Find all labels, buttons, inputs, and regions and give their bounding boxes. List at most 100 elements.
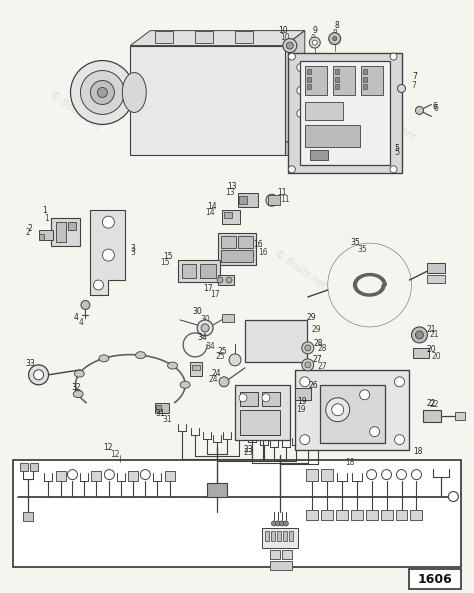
Bar: [55, 222, 65, 242]
Text: 22: 22: [429, 400, 439, 409]
Circle shape: [416, 331, 423, 339]
Bar: [336, 511, 347, 521]
Bar: [19, 463, 27, 471]
Bar: [240, 410, 280, 435]
Circle shape: [300, 377, 310, 387]
Text: 6: 6: [433, 104, 438, 113]
Bar: [305, 125, 360, 147]
Circle shape: [305, 362, 311, 368]
Bar: [410, 511, 422, 521]
Text: 5: 5: [394, 148, 400, 157]
Bar: [363, 84, 366, 90]
Circle shape: [91, 81, 114, 104]
Text: 8: 8: [334, 21, 339, 30]
Bar: [218, 233, 256, 265]
Text: 29: 29: [312, 325, 321, 334]
Bar: [277, 531, 281, 541]
Bar: [155, 403, 169, 413]
Text: 12: 12: [104, 443, 113, 452]
Circle shape: [366, 470, 376, 480]
Bar: [38, 230, 53, 240]
Bar: [221, 250, 253, 262]
Bar: [38, 234, 44, 240]
Bar: [351, 511, 363, 521]
Bar: [288, 53, 401, 173]
Bar: [270, 550, 280, 559]
Polygon shape: [91, 210, 125, 295]
Bar: [190, 362, 202, 376]
Text: 14: 14: [205, 208, 215, 217]
Bar: [218, 275, 234, 285]
Text: 7: 7: [412, 72, 417, 81]
Text: 32: 32: [72, 383, 81, 393]
Text: 11: 11: [277, 188, 287, 197]
Bar: [300, 60, 390, 165]
Bar: [29, 463, 37, 471]
Text: 5: 5: [394, 144, 399, 153]
Bar: [182, 264, 196, 278]
Text: © Boats.net: © Boats.net: [362, 99, 417, 142]
Ellipse shape: [99, 355, 109, 362]
Text: 34: 34: [205, 342, 215, 351]
Text: 4: 4: [74, 314, 79, 323]
Text: 8: 8: [332, 28, 337, 37]
Text: 33: 33: [26, 359, 36, 368]
Bar: [262, 528, 298, 549]
Bar: [221, 236, 236, 248]
Polygon shape: [130, 31, 305, 46]
Bar: [268, 195, 280, 205]
Bar: [69, 222, 76, 230]
Circle shape: [275, 521, 281, 526]
Text: 9: 9: [312, 26, 317, 35]
Circle shape: [394, 435, 404, 445]
Bar: [295, 370, 410, 449]
Circle shape: [239, 394, 247, 401]
Circle shape: [34, 370, 44, 380]
Bar: [295, 388, 311, 400]
Text: 15: 15: [164, 251, 173, 260]
Bar: [335, 69, 339, 74]
Text: 1: 1: [42, 206, 47, 215]
Text: 17: 17: [210, 290, 220, 299]
Bar: [305, 66, 327, 95]
Circle shape: [219, 377, 229, 387]
Text: 16: 16: [253, 240, 263, 248]
Circle shape: [302, 342, 314, 354]
Bar: [361, 66, 383, 95]
Bar: [333, 66, 355, 95]
Text: 7: 7: [411, 81, 416, 90]
Bar: [335, 76, 339, 81]
Text: 2: 2: [27, 224, 32, 232]
Text: 12: 12: [110, 449, 120, 458]
Text: 19: 19: [296, 405, 306, 414]
Text: 21: 21: [429, 330, 439, 339]
Bar: [245, 320, 307, 362]
Bar: [23, 512, 33, 521]
Bar: [235, 31, 253, 43]
Ellipse shape: [122, 72, 146, 113]
Text: 4: 4: [79, 318, 83, 327]
Bar: [270, 562, 292, 570]
Circle shape: [81, 301, 90, 310]
Circle shape: [102, 216, 114, 228]
Bar: [262, 392, 280, 406]
Bar: [13, 460, 461, 568]
Circle shape: [279, 521, 284, 526]
Text: 20: 20: [431, 352, 441, 361]
Ellipse shape: [180, 381, 190, 388]
Bar: [207, 483, 227, 496]
Text: 26: 26: [309, 381, 319, 390]
Bar: [289, 531, 293, 541]
Circle shape: [201, 324, 209, 332]
Bar: [423, 410, 441, 422]
Text: 24: 24: [209, 375, 218, 384]
Text: 19: 19: [297, 397, 307, 406]
Bar: [395, 511, 408, 521]
Bar: [55, 471, 65, 480]
Bar: [363, 76, 366, 81]
Circle shape: [416, 107, 423, 114]
Bar: [165, 471, 175, 480]
Circle shape: [93, 280, 103, 290]
Circle shape: [104, 470, 114, 480]
Text: 25: 25: [215, 352, 225, 361]
